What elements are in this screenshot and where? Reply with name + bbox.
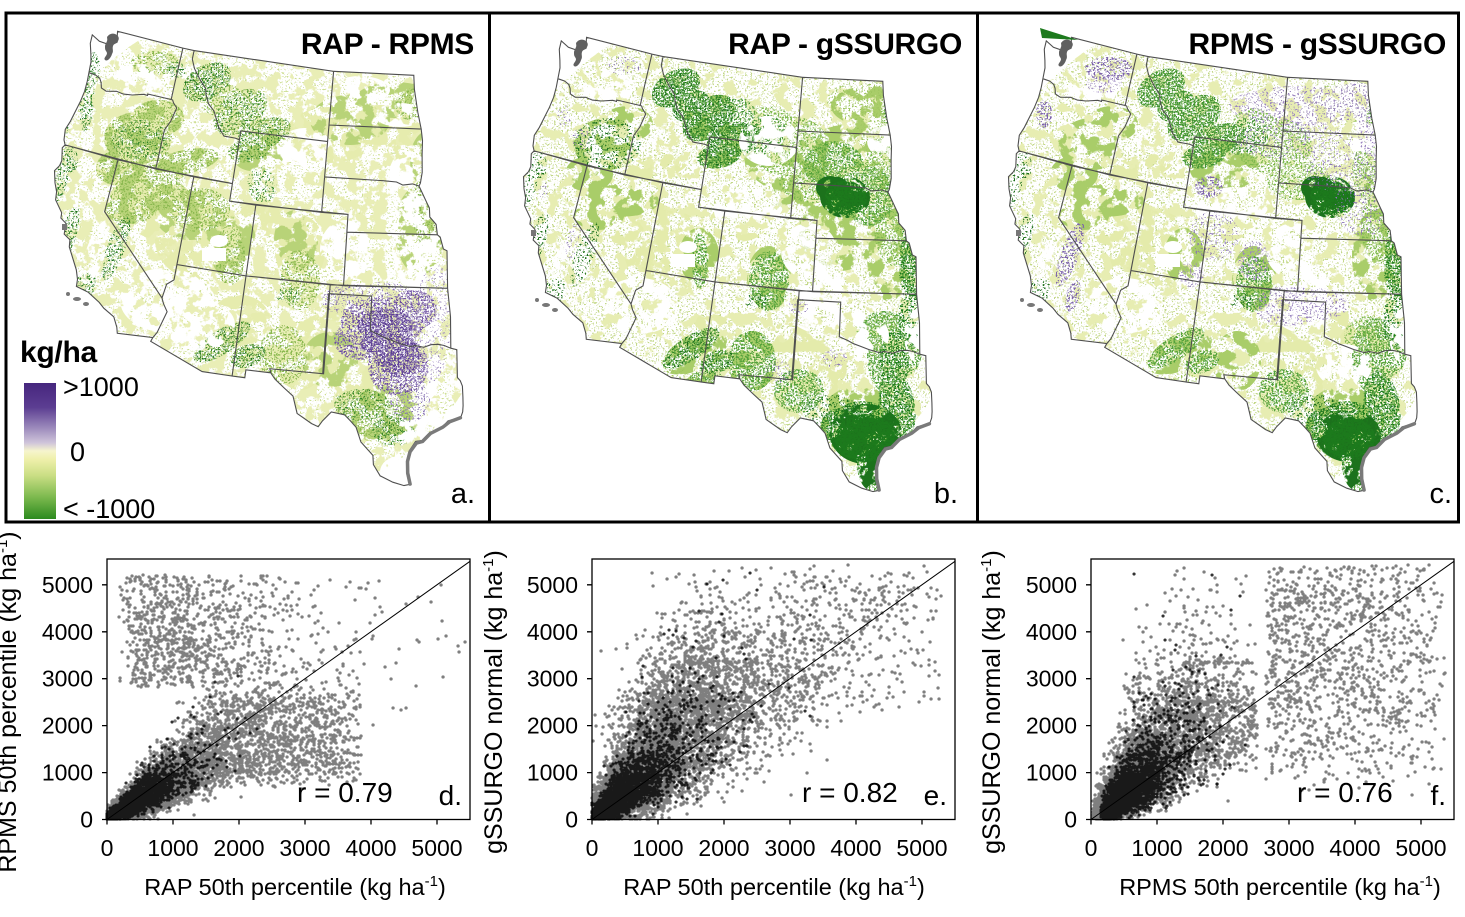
svg-text:2000: 2000 [527, 713, 578, 739]
svg-text:5000: 5000 [527, 572, 578, 598]
svg-text:gSSURGO normal (kg ha-1): gSSURGO normal (kg ha-1) [480, 550, 508, 854]
svg-text:0: 0 [1085, 835, 1098, 861]
svg-text:RAP - RPMS: RAP - RPMS [301, 28, 474, 61]
svg-text:5000: 5000 [42, 572, 93, 598]
svg-text:4000: 4000 [527, 619, 578, 645]
svg-text:r = 0.76: r = 0.76 [1297, 777, 1393, 808]
svg-text:f.: f. [1430, 780, 1446, 811]
svg-text:1000: 1000 [1026, 760, 1077, 786]
svg-text:d.: d. [439, 780, 462, 811]
svg-text:3000: 3000 [1026, 666, 1077, 692]
svg-text:4000: 4000 [1329, 835, 1380, 861]
svg-text:0: 0 [1064, 807, 1077, 833]
svg-text:1000: 1000 [632, 835, 683, 861]
svg-text:2000: 2000 [213, 835, 264, 861]
svg-text:>1000: >1000 [63, 372, 139, 402]
svg-text:RAP 50th percentile (kg ha-1): RAP 50th percentile (kg ha-1) [623, 873, 925, 900]
svg-text:b.: b. [934, 478, 958, 510]
svg-text:RPMS 50th percentile (kg ha-1): RPMS 50th percentile (kg ha-1) [0, 531, 22, 872]
svg-text:2000: 2000 [1026, 713, 1077, 739]
svg-text:RPMS 50th percentile (kg ha-1): RPMS 50th percentile (kg ha-1) [1119, 873, 1441, 900]
svg-text:0: 0 [101, 835, 114, 861]
svg-text:e.: e. [924, 780, 947, 811]
svg-text:r = 0.82: r = 0.82 [802, 777, 898, 808]
svg-text:0: 0 [565, 807, 578, 833]
svg-text:c.: c. [1429, 478, 1452, 510]
svg-text:0: 0 [80, 807, 93, 833]
svg-text:RAP 50th percentile (kg ha-1): RAP 50th percentile (kg ha-1) [144, 873, 446, 900]
svg-text:1000: 1000 [527, 760, 578, 786]
svg-text:r = 0.79: r = 0.79 [297, 777, 393, 808]
svg-text:3000: 3000 [42, 666, 93, 692]
svg-text:4000: 4000 [42, 619, 93, 645]
svg-text:0: 0 [70, 437, 85, 467]
svg-text:kg/ha: kg/ha [20, 336, 97, 369]
svg-text:a.: a. [451, 478, 475, 510]
svg-text:3000: 3000 [527, 666, 578, 692]
svg-text:4000: 4000 [830, 835, 881, 861]
svg-text:4000: 4000 [1026, 619, 1077, 645]
svg-text:1000: 1000 [42, 760, 93, 786]
svg-text:RAP - gSSURGO: RAP - gSSURGO [728, 28, 962, 61]
svg-text:2000: 2000 [42, 713, 93, 739]
svg-text:5000: 5000 [411, 835, 462, 861]
svg-text:1000: 1000 [147, 835, 198, 861]
svg-text:3000: 3000 [1263, 835, 1314, 861]
svg-text:3000: 3000 [764, 835, 815, 861]
svg-text:3000: 3000 [279, 835, 330, 861]
svg-text:2000: 2000 [698, 835, 749, 861]
svg-text:4000: 4000 [345, 835, 396, 861]
svg-text:5000: 5000 [896, 835, 947, 861]
svg-text:< -1000: < -1000 [63, 494, 155, 524]
svg-text:2000: 2000 [1197, 835, 1248, 861]
svg-text:gSSURGO normal (kg ha-1): gSSURGO normal (kg ha-1) [978, 550, 1006, 854]
svg-text:RPMS - gSSURGO: RPMS - gSSURGO [1189, 28, 1446, 61]
svg-text:5000: 5000 [1395, 835, 1446, 861]
svg-text:5000: 5000 [1026, 572, 1077, 598]
svg-text:1000: 1000 [1131, 835, 1182, 861]
svg-text:0: 0 [586, 835, 599, 861]
